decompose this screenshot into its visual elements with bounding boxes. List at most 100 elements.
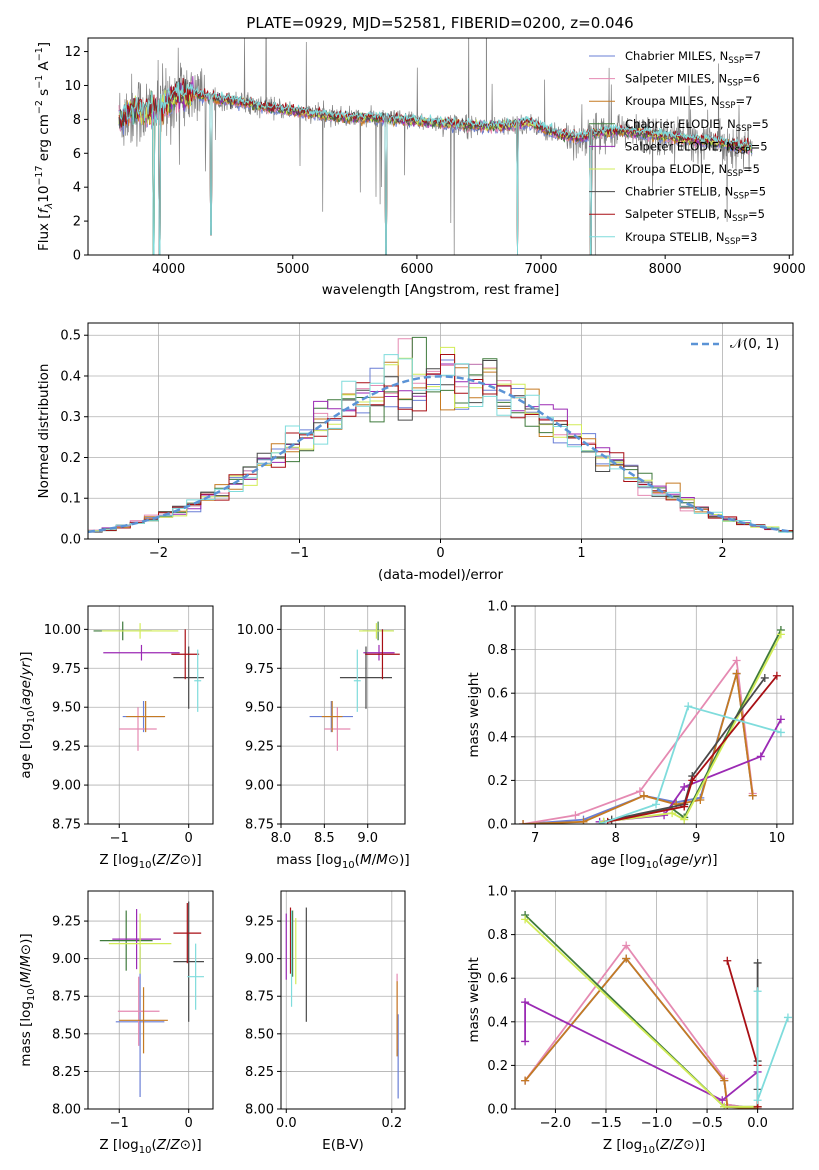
weight_vs_age-marker-kroupa-miles: [672, 800, 681, 809]
weight_vs_age-marker-salpeter-miles: [635, 787, 644, 796]
legend-label-kroupa-miles: Kroupa MILES, NSSP=7: [625, 94, 752, 111]
spectrum-ytick-label: 6: [73, 147, 81, 162]
mass_vs_Z-xtick-label: 0: [185, 1116, 193, 1131]
age_vs_mass-ytick-label: 9.00: [245, 779, 274, 794]
weight_vs_age-ytick-label: 0.4: [487, 730, 508, 745]
weight_vs_Z-xtick-label: −0.5: [691, 1116, 723, 1131]
weight_vs_age-marker-kroupa-stelib: [652, 800, 661, 809]
weight_vs_Z-ytick-label: 0.2: [487, 1059, 508, 1074]
weight_vs_age-ytick-label: 0.8: [487, 643, 508, 658]
residuals-ytick-label: 0.1: [60, 492, 81, 507]
residuals-xtick-label: −1: [290, 546, 309, 561]
spectrum-ytick-label: 2: [73, 215, 81, 230]
age_vs_Z-ytick-label: 10.00: [44, 623, 81, 638]
legend-label-normal: 𝒩(0, 1): [730, 336, 779, 352]
normal-curve: [88, 375, 793, 534]
spectrum-xtick-label: 9000: [773, 262, 806, 277]
weight_vs_Z-marker-kroupa-elodie: [720, 1102, 729, 1109]
weight_vs_age-marker-kroupa-stelib: [776, 728, 785, 737]
mass_vs_EBV-plot-area: [285, 907, 399, 1099]
weight_vs_Z-marker-salpeter-elodie: [718, 1096, 727, 1105]
age_vs_Z-plot-area: [93, 621, 204, 751]
weight_vs_age-line-kroupa-elodie: [603, 633, 782, 823]
weight_vs_age-marker-kroupa-elodie: [680, 815, 689, 824]
mass_vs_EBV-ytick-label: 8.00: [245, 1103, 274, 1118]
residuals-xtick-label: −2: [149, 546, 168, 561]
mass_vs_Z-xlabel: Z [log10(Z/Z⊙)]: [99, 1137, 201, 1156]
age_vs_mass-xtick-label: 9.0: [357, 831, 378, 846]
spectrum-ylabel: Flux [fλ10−17 erg cm−2 s−1 A−1]: [34, 42, 55, 251]
weight_vs_Z-marker-kroupa-elodie: [521, 915, 530, 924]
mass_vs_EBV-ytick-label: 9.25: [245, 915, 274, 930]
spectrum-ytick-label: 4: [73, 181, 81, 196]
weight_vs_age-marker-chabrier-stelib: [760, 673, 769, 682]
weight_vs_age-plot-area: [519, 625, 785, 824]
weight_vs_Z-marker-kroupa-stelib: [753, 987, 762, 996]
age_vs_Z-ytick-label: 9.00: [52, 779, 81, 794]
weight_vs_Z-frame: [514, 890, 794, 1110]
weight_vs_Z-ytick-label: 0.4: [487, 1015, 508, 1030]
mass_vs_Z-plot-area: [99, 901, 204, 1097]
spectrum-legend: Chabrier MILES, NSSP=7 Salpeter MILES, NS…: [589, 49, 769, 247]
weight_vs_Z-xtick-label: −1.0: [641, 1116, 673, 1131]
mass_vs_Z-ytick-label: 8.25: [52, 1065, 81, 1080]
age_vs_Z-frame: [87, 605, 214, 825]
weight_vs_age-marker-kroupa-elodie: [776, 630, 785, 639]
age_vs_mass-ytick-label: 8.75: [245, 818, 274, 833]
mass_vs_Z-xtick-label: −1: [110, 1116, 129, 1131]
weight_vs_age-marker-salpeter-miles: [571, 811, 580, 820]
age_vs_Z-xtick-label: −1: [110, 831, 129, 846]
spectrum-plot-area: [118, 38, 753, 255]
age_vs_mass-ytick-label: 9.25: [245, 740, 274, 755]
weight_vs_age-line-chabrier-stelib: [611, 677, 766, 821]
residuals-axes: −2 −1 0 1 2 0.0 0.1 0.2 0.3 0.4 0.5: [60, 322, 794, 561]
spectrum-model-salpeter-stelib: [118, 77, 753, 255]
spectrum-xlabel: wavelength [Angstrom, rest frame]: [322, 282, 560, 298]
spectrum-xtick-label: 6000: [400, 262, 433, 277]
weight_vs_age-axes: 7 8 9 10 0.0 0.2 0.4 0.6 0.8 1.0: [487, 600, 794, 846]
mass_vs_EBV-xtick-label: 0.0: [276, 1116, 297, 1131]
legend-label-salpeter-stelib: Salpeter STELIB, NSSP=5: [625, 207, 765, 224]
weight_vs_Z-marker-kroupa-stelib: [753, 1096, 762, 1105]
weight_vs_Z-marker-salpeter-stelib: [723, 956, 732, 965]
residuals-xlabel: (data-model)/error: [378, 567, 504, 583]
mass_vs_EBV-ytick-label: 8.50: [245, 1027, 274, 1042]
weight_vs_age-xtick-label: 10: [769, 831, 786, 846]
age_vs_mass-ytick-label: 9.75: [245, 662, 274, 677]
weight_vs_Z-xtick-label: 0.0: [747, 1116, 768, 1131]
mass_vs_Z-ytick-label: 8.50: [52, 1027, 81, 1042]
spectrum-title: PLATE=0929, MJD=52581, FIBERID=0200, z=0…: [246, 14, 633, 32]
residuals-xtick-label: 0: [436, 546, 444, 561]
mass_vs_EBV-xtick-label: 0.2: [381, 1116, 402, 1131]
weight_vs_age-marker-kroupa-miles: [579, 817, 588, 824]
legend-label-chabrier-miles: Chabrier MILES, NSSP=7: [625, 49, 761, 66]
mass_vs_Z-frame: [87, 890, 214, 1110]
age_vs_mass-plot-area: [309, 621, 400, 751]
weight_vs_age-marker-salpeter-stelib: [688, 776, 697, 785]
age_vs_Z-axes: −1 0 8.75 9.00 9.25 9.50 9.75 10.00: [44, 605, 214, 846]
weight_vs_age-line-kroupa-stelib: [599, 705, 782, 824]
weight_vs_Z-marker-chabrier-stelib: [753, 958, 762, 967]
age_vs_Z-ytick-label: 9.50: [52, 701, 81, 716]
legend-label-kroupa-stelib: Kroupa STELIB, NSSP=3: [625, 230, 757, 247]
weight_vs_age-marker-kroupa-miles: [748, 791, 757, 800]
spectrum-ytick-label: 10: [64, 79, 81, 94]
age_vs_mass-ytick-label: 10.00: [237, 623, 274, 638]
mass_vs_EBV-ytick-label: 8.75: [245, 990, 274, 1005]
weight_vs_age-marker-salpeter-elodie: [776, 715, 785, 724]
residuals-ytick-label: 0.2: [60, 451, 81, 466]
weight_vs_age-marker-salpeter-miles: [732, 656, 741, 665]
mass_vs_EBV-ytick-label: 9.00: [245, 952, 274, 967]
weight_vs_age-marker-salpeter-stelib: [772, 671, 781, 680]
mass_vs_EBV-ytick-label: 8.25: [245, 1065, 274, 1080]
residuals-xtick-label: 2: [718, 546, 726, 561]
weight_vs_Z-marker-kroupa-miles: [521, 1076, 530, 1085]
age_vs_mass-frame: [280, 605, 406, 825]
weight_vs_Z-plot-area: [521, 910, 792, 1109]
residuals-ytick-label: 0.4: [60, 369, 81, 384]
age_vs_mass-xtick-label: 8.5: [314, 831, 335, 846]
residuals-ytick-label: 0.3: [60, 410, 81, 425]
spectrum-axes: 4000 5000 6000 7000 8000 9000 0 2 4 6 8 10 12: [64, 37, 806, 277]
mass_vs_Z-ytick-label: 9.00: [52, 952, 81, 967]
